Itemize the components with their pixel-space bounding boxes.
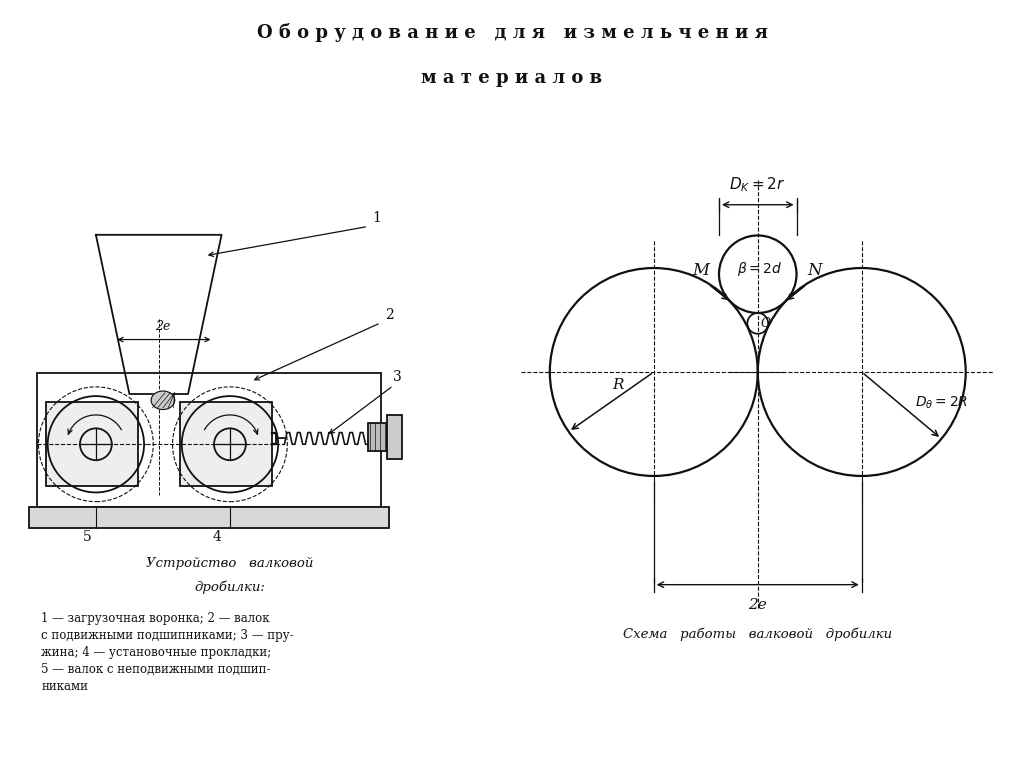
Text: Устройство   валковой: Устройство валковой	[146, 558, 313, 571]
Text: 1 — загрузочная воронка; 2 — валок
с подвижными подшипниками; 3 — пру-
жина; 4 —: 1 — загрузочная воронка; 2 — валок с под…	[41, 612, 294, 693]
Bar	[37, 373, 381, 507]
Text: О б о р у д о в а н и е   д л я   и з м е л ь ч е н и я: О б о р у д о в а н и е д л я и з м е л …	[257, 23, 767, 42]
Text: R: R	[612, 378, 624, 392]
Text: Схема   работы   валковой   дробилки: Схема работы валковой дробилки	[624, 627, 892, 640]
Text: $D_K=2r$: $D_K=2r$	[729, 176, 786, 194]
Text: $D_\theta=2R$: $D_\theta=2R$	[915, 394, 969, 411]
Text: 4: 4	[213, 530, 222, 544]
Text: 5: 5	[83, 530, 92, 544]
Text: 2: 2	[385, 308, 393, 321]
Text: $\beta=2d$: $\beta=2d$	[737, 259, 783, 278]
Text: 2e: 2e	[156, 321, 171, 333]
FancyBboxPatch shape	[46, 403, 138, 486]
Text: м а т е р и а л о в: м а т е р и а л о в	[422, 69, 602, 87]
Text: дробилки:: дробилки:	[195, 581, 265, 594]
Text: N: N	[807, 262, 821, 278]
Polygon shape	[152, 391, 175, 410]
Text: O: O	[760, 318, 770, 331]
Bar	[29, 507, 389, 528]
Text: 3: 3	[393, 370, 401, 384]
Text: 1: 1	[372, 211, 381, 225]
Text: 2e: 2e	[749, 598, 767, 612]
Bar	[369, 423, 387, 450]
Text: M: M	[692, 262, 710, 278]
FancyBboxPatch shape	[179, 403, 271, 486]
Bar	[387, 415, 401, 459]
